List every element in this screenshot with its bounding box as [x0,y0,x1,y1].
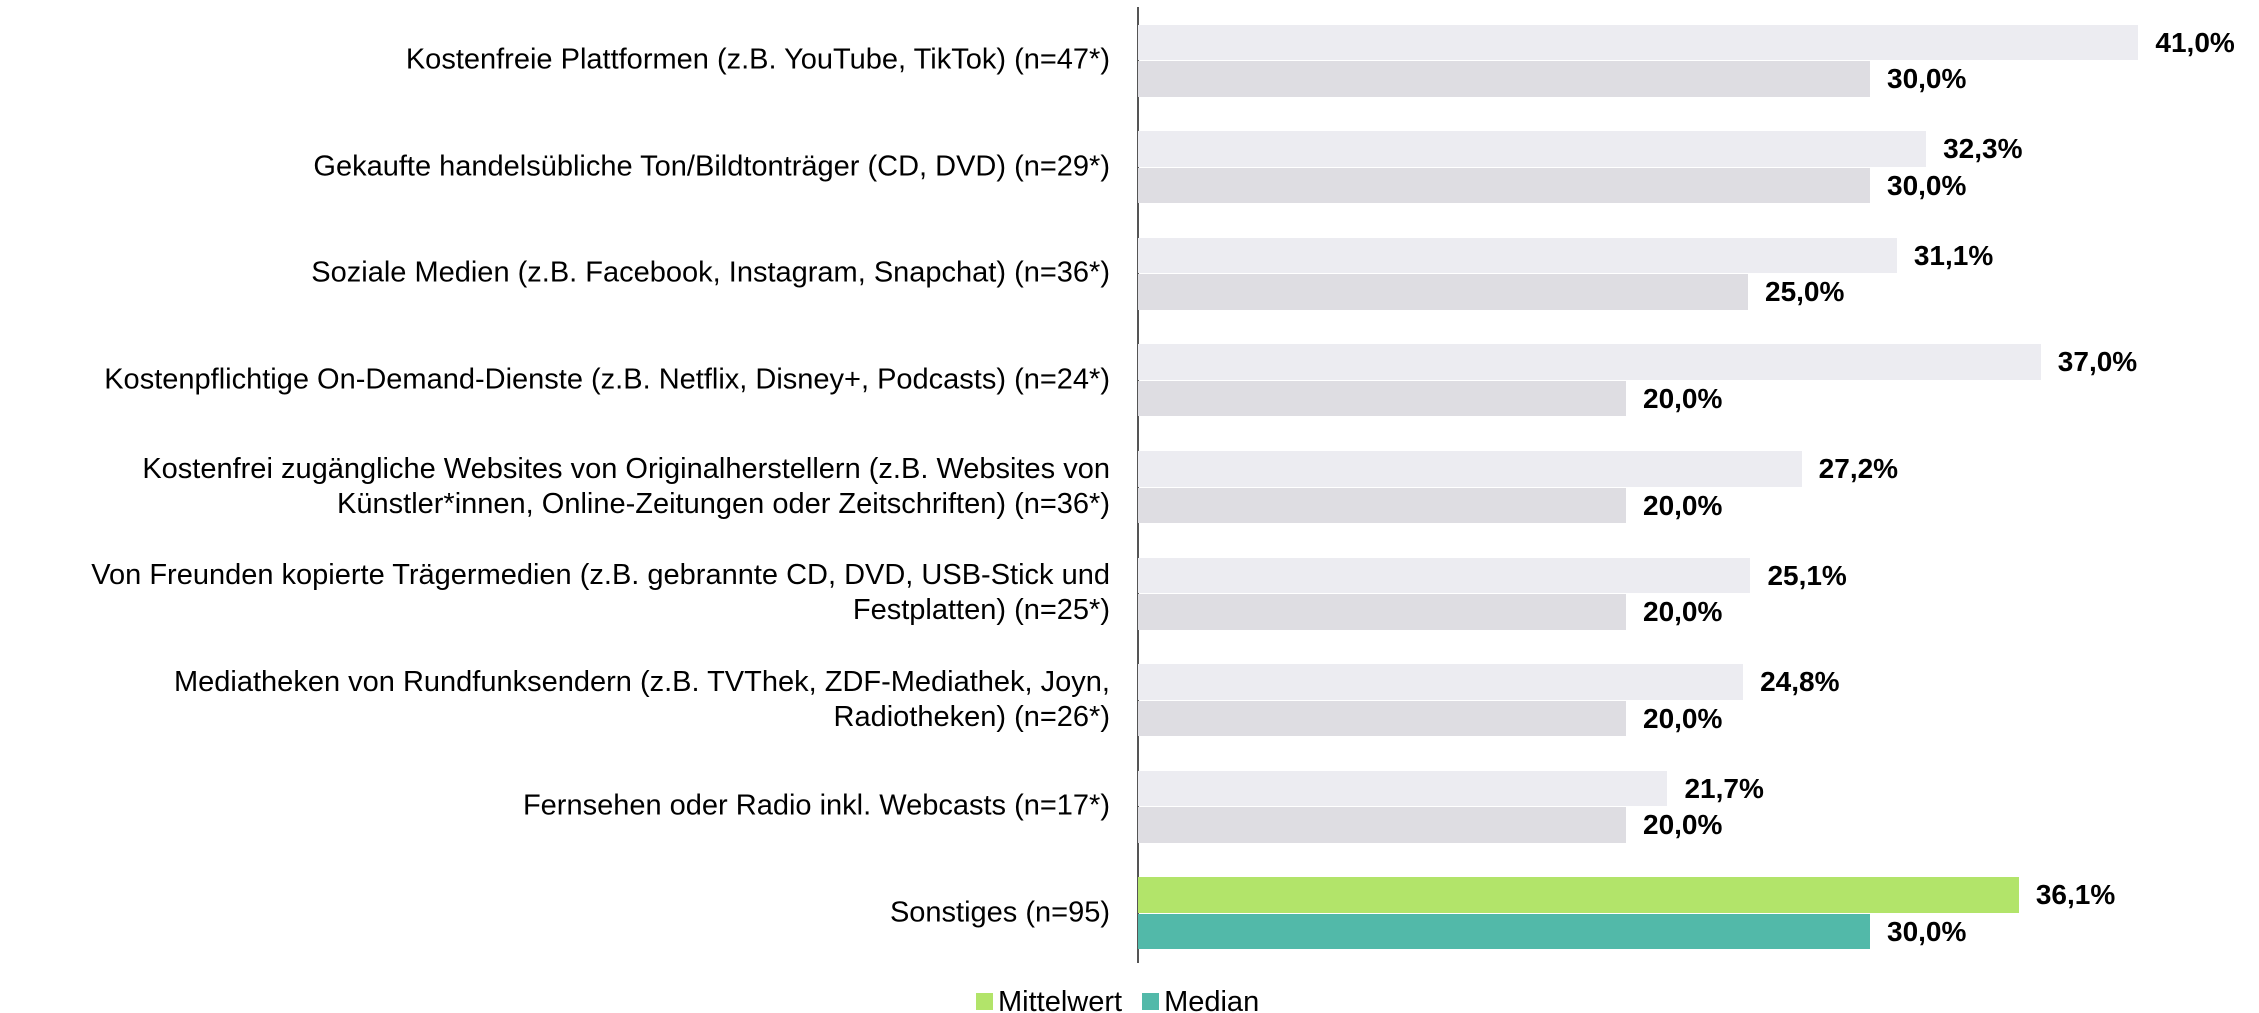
category-label: Gekaufte handelsübliche Ton/Bildtonträge… [313,150,1110,183]
bar [1138,594,1626,630]
value-label: 41,0% [2155,26,2235,58]
category-label: Kostenfrei zugängliche Websites von Orig… [142,452,1110,520]
category-label: Soziale Medien (z.B. Facebook, Instagram… [311,256,1110,289]
bar [1138,237,1897,274]
bar [1138,807,1626,843]
value-label: 37,0% [2057,346,2138,378]
bar [1138,700,1626,737]
value-label: 27,2% [1818,453,1899,484]
legend-swatch [1142,993,1160,1010]
bar [1138,557,1751,594]
category-label: Mediatheken von Rundfunksendern (z.B. TV… [174,665,1110,733]
legend-label: Median [1164,986,1260,1013]
value-label: 30,0% [1887,169,1967,201]
value-label: 31,1% [1913,239,1994,271]
bar [1138,274,1748,310]
category-label: Kostenpflichtige On-Demand-Dienste (z.B.… [104,363,1110,396]
bar [1138,487,1626,523]
bar [1138,24,2139,61]
bar [1138,61,1870,97]
value-label: 36,1% [2035,879,2116,911]
value-label: 25,0% [1765,276,1845,308]
bar [1138,913,1870,950]
bar [1138,664,1744,700]
category-label: Von Freunden kopierte Trägermedien (z.B.… [91,559,1110,627]
value-label: 30,0% [1887,63,1967,95]
value-label: 21,7% [1684,772,1764,804]
bar [1138,877,2019,913]
value-label: 24,8% [1760,666,1840,698]
legend-swatch [976,993,993,1010]
category-label: Fernsehen oder Radio inkl. Webcasts (n=1… [522,789,1110,822]
value-label: 20,0% [1643,489,1723,521]
bar [1138,167,1870,204]
bar [1138,770,1668,807]
value-label: 20,0% [1643,809,1723,841]
bar [1138,380,1626,417]
value-label: 20,0% [1643,702,1723,734]
bar [1138,344,2041,380]
category-label: Sonstiges (n=95) [889,896,1110,929]
value-label: 20,0% [1643,382,1723,414]
value-label: 20,0% [1643,596,1723,628]
bar [1138,131,1927,167]
value-label: 30,0% [1887,915,1967,947]
value-label: 25,1% [1767,559,1847,591]
legend-label: Mittelwert [998,986,1123,1013]
value-label: 32,3% [1943,133,2023,165]
bar [1138,451,1802,487]
category-label: Kostenfreie Plattformen (z.B. YouTube, T… [405,43,1110,76]
